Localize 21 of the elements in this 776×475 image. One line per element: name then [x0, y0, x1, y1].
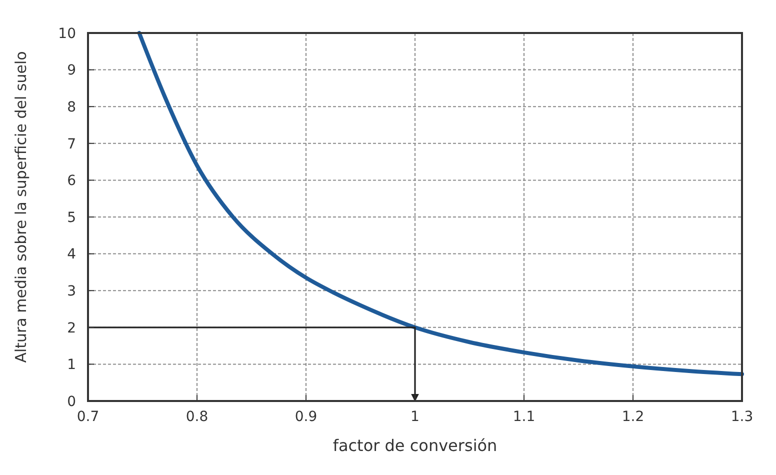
y-tick-label: 2 — [67, 320, 76, 336]
x-tick-label: 0.7 — [76, 409, 100, 425]
y-tick-label: 0 — [67, 394, 76, 410]
y-tick-label: 7 — [67, 136, 76, 152]
y-tick-label: 5 — [67, 210, 76, 226]
y-tick-label: 4 — [67, 246, 76, 263]
x-tick-label: 1 — [410, 409, 420, 425]
y-tick-label: 3 — [67, 284, 76, 300]
x-tick-label: 1.2 — [622, 409, 644, 425]
x-tick-label: 1.1 — [512, 409, 536, 425]
y-tick-label: 6 — [67, 173, 76, 190]
y-tick-label: 9 — [67, 62, 76, 79]
y-axis-title: Altura media sobre la superficie del suelo — [12, 51, 30, 363]
y-tick-label: 1 — [67, 357, 76, 374]
y-tick-label: 8 — [67, 100, 76, 116]
line-series — [137, 31, 744, 376]
x-tick-label: 0.8 — [186, 409, 208, 425]
x-tick-label: 0.9 — [294, 409, 318, 425]
x-tick-label: 1.3 — [730, 409, 754, 425]
x-axis-title: factor de conversión — [332, 436, 498, 455]
y-tick-label: 10 — [58, 26, 76, 42]
